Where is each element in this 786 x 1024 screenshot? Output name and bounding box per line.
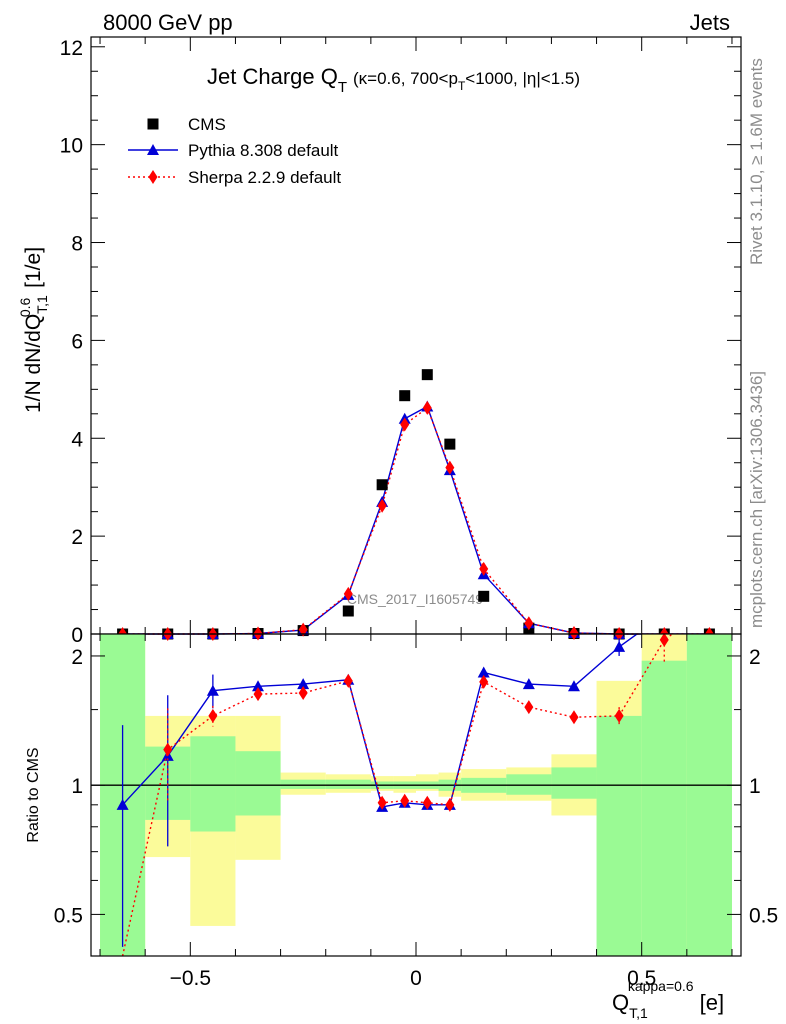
svg-text:QT,1kappa=0.6[e]: QT,1kappa=0.6[e] bbox=[612, 978, 724, 1021]
ratio-y-tick-label-right: 1 bbox=[749, 775, 761, 798]
y-tick-label: 2 bbox=[71, 526, 83, 549]
ratio-marker bbox=[206, 684, 219, 696]
upper-panel: 0 2 4 6 8 10 12 bbox=[60, 36, 742, 647]
title-detail: (κ=0.6, 700<p bbox=[353, 69, 458, 88]
uncertainty-band-green bbox=[325, 779, 371, 789]
diamond-marker-point bbox=[569, 626, 579, 641]
title-main: Jet Charge Q bbox=[207, 64, 338, 89]
ratio-panel: 0.5 0.5 1 1 2 2 −0.5 0 0.5 bbox=[54, 633, 778, 990]
legend-marker bbox=[148, 170, 158, 184]
ratio-marker bbox=[479, 674, 489, 689]
square-marker-point bbox=[376, 479, 388, 491]
ratio-y-tick-label-left: 1 bbox=[71, 775, 83, 798]
svg-text:Jet Charge QT(κ=0.6, 700<pT<10: Jet Charge QT (κ=0.6, 700<pT<1000, |η|<1.… bbox=[207, 64, 580, 96]
diamond-marker-point bbox=[298, 622, 308, 637]
square-marker-point bbox=[342, 605, 354, 617]
y-tick-label: 4 bbox=[71, 428, 83, 451]
ratio-marker bbox=[252, 680, 265, 692]
ratio-y-tick-label-left: 2 bbox=[71, 646, 83, 669]
ratio-y-axis-label: Ratio to CMS bbox=[25, 747, 42, 842]
legend-label: Sherpa 2.2.9 default bbox=[188, 168, 341, 187]
ratio-marker bbox=[208, 708, 218, 723]
ratio-marker bbox=[614, 708, 624, 723]
ratio-marker bbox=[377, 795, 387, 810]
diamond-marker-point bbox=[479, 561, 489, 576]
ratio-y-tick-label-right: 2 bbox=[749, 646, 761, 669]
upper-y-axis-label: 1/N dN/dQT,10.6 [1/e] bbox=[17, 247, 50, 413]
title-detail-end: <1000, |η|<1.5) bbox=[465, 69, 580, 88]
ratio-marker bbox=[163, 742, 173, 757]
ratio-marker bbox=[567, 680, 580, 692]
diamond-marker-point bbox=[422, 400, 432, 415]
legend: CMS Pythia 8.308 default Sherpa 2.2.9 defa… bbox=[128, 115, 341, 187]
diamond-marker-point bbox=[400, 417, 410, 432]
ratio-marker bbox=[522, 678, 535, 690]
diamond-marker-point bbox=[343, 586, 353, 601]
ratio-marker bbox=[298, 685, 308, 700]
y-tick-label: 12 bbox=[60, 37, 83, 60]
ratio-marker bbox=[253, 687, 263, 702]
diamond-marker-point bbox=[445, 460, 455, 475]
rivet-label: Rivet 3.1.10, ≥ 1.6M events bbox=[747, 58, 766, 265]
watermark: CMS_2017_I1605749 bbox=[347, 591, 483, 607]
ratio-line bbox=[121, 634, 674, 956]
legend-marker bbox=[147, 118, 159, 130]
x-tick-label: 0.5 bbox=[627, 967, 656, 990]
upper-panel-title: Jet Charge QT (κ=0.6, 700<pT<1000, |η|<1.… bbox=[207, 64, 580, 96]
legend-marker bbox=[147, 144, 159, 155]
uncertainty-band-green bbox=[506, 774, 552, 795]
legend-label: CMS bbox=[188, 115, 226, 134]
ratio-marker bbox=[297, 678, 310, 690]
uncertainty-band-green bbox=[641, 660, 687, 956]
title-detail-sub: T bbox=[458, 79, 466, 93]
legend-label: Pythia 8.308 default bbox=[188, 141, 339, 160]
x-tick-label: −0.5 bbox=[170, 967, 211, 990]
diamond-marker-point bbox=[524, 616, 534, 631]
uncertainty-band-green bbox=[235, 751, 281, 816]
ratio-marker bbox=[569, 710, 579, 725]
ratio-y-tick-label-right: 0.5 bbox=[749, 904, 778, 927]
y-tick-label: 8 bbox=[71, 233, 83, 256]
uncertainty-band-green bbox=[686, 634, 732, 956]
square-marker-point bbox=[444, 438, 456, 450]
y-tick-label: 10 bbox=[60, 135, 83, 158]
x-axis-label: QT,1kappa=0.6[e] bbox=[612, 978, 724, 1021]
y-tick-label: 6 bbox=[71, 330, 83, 353]
ratio-marker bbox=[343, 673, 353, 688]
x-tick-label: 0 bbox=[410, 967, 422, 990]
uncertainty-band-green bbox=[551, 767, 597, 799]
diamond-marker-point bbox=[377, 498, 387, 513]
ratio-marker bbox=[116, 798, 129, 810]
ratio-y-tick-label-left: 0.5 bbox=[54, 904, 83, 927]
square-marker-point bbox=[399, 390, 411, 402]
ratio-marker bbox=[445, 797, 455, 812]
mcplots-label: mcplots.cern.ch [arXiv:1306.3436] bbox=[747, 371, 766, 628]
ratio-marker bbox=[400, 793, 410, 808]
square-marker-point bbox=[421, 369, 433, 381]
header-left: 8000 GeV pp bbox=[103, 10, 233, 35]
ratio-marker bbox=[524, 700, 534, 715]
ratio-marker bbox=[659, 634, 669, 647]
svg-text:1/N dN/dQT,10.6 [1/e]: 1/N dN/dQT,10.6 [1/e] bbox=[17, 247, 50, 413]
ratio-marker bbox=[422, 795, 432, 810]
square-marker-point bbox=[478, 590, 490, 602]
uncertainty-band-green bbox=[190, 736, 236, 832]
y-tick-label: 0 bbox=[71, 624, 83, 647]
header-right: Jets bbox=[690, 10, 730, 35]
title-main-sub: T bbox=[338, 79, 347, 96]
uncertainty-band-green bbox=[280, 779, 326, 789]
uncertainty-band-green bbox=[596, 715, 642, 956]
ratio-plot-area bbox=[91, 634, 741, 956]
ratio-marker bbox=[613, 640, 626, 652]
ratio-marker bbox=[477, 666, 490, 678]
